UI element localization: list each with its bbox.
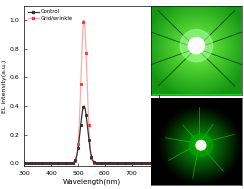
Legend: Control, Grid/wrinkle: Control, Grid/wrinkle bbox=[27, 8, 74, 22]
X-axis label: Wavelength(nm): Wavelength(nm) bbox=[62, 179, 121, 185]
Circle shape bbox=[196, 140, 206, 150]
Circle shape bbox=[188, 38, 204, 54]
Y-axis label: EL intensity(a.u.): EL intensity(a.u.) bbox=[2, 59, 7, 113]
Circle shape bbox=[180, 30, 213, 62]
Circle shape bbox=[189, 134, 213, 156]
